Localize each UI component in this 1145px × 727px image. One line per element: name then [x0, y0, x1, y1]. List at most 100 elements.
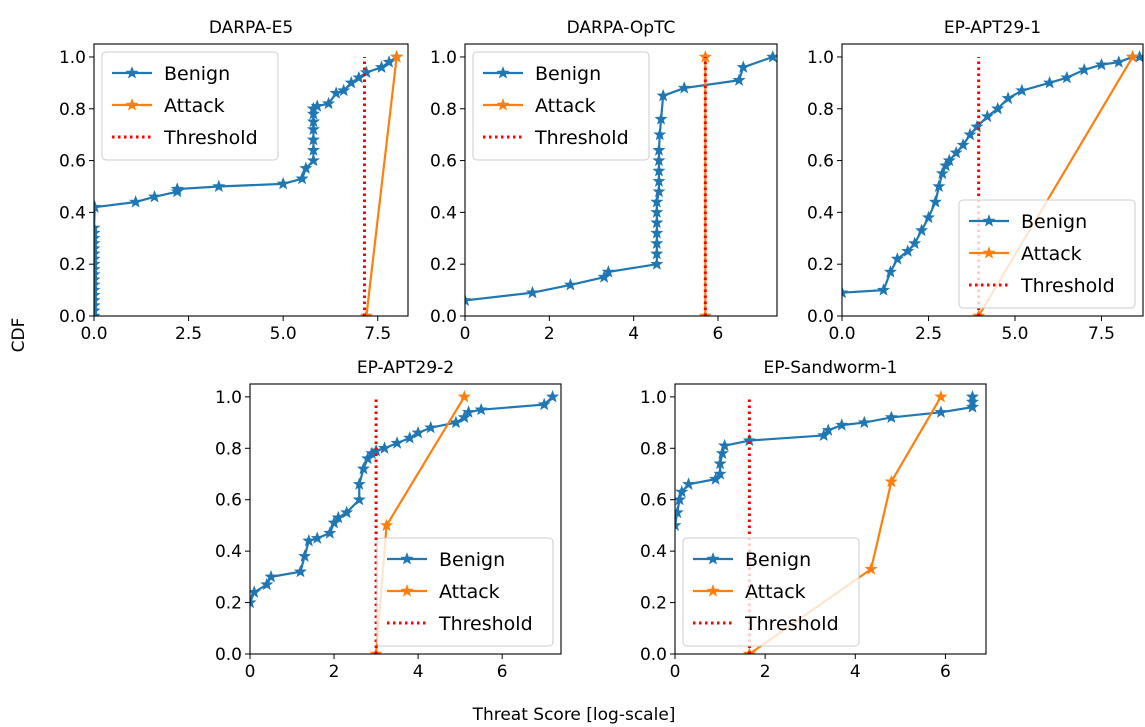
legend-key-attack	[483, 98, 523, 111]
legend-label: Benign	[1021, 211, 1087, 233]
legend-key-benign	[483, 66, 523, 79]
data-point-benign	[835, 418, 849, 431]
data-point-benign	[403, 431, 417, 444]
data-point-benign	[942, 153, 956, 167]
y-tick-label: 0.6	[430, 152, 457, 172]
data-point-benign	[310, 99, 324, 112]
legend: Benign Attack Threshold	[472, 51, 650, 161]
data-point-benign	[1015, 83, 1029, 97]
legend-label: Benign	[535, 63, 601, 85]
data-point-benign	[306, 132, 320, 146]
figure-y-axis-label: CDF	[9, 318, 29, 353]
legend-label: Attack	[1021, 243, 1082, 265]
chart-title: EP-Sandworm-1	[763, 358, 897, 378]
data-point-benign	[965, 400, 979, 413]
y-tick-label: 0.0	[430, 307, 457, 327]
data-point-benign	[682, 477, 696, 490]
data-point-benign	[842, 285, 849, 299]
data-point-benign	[650, 205, 664, 218]
data-point-benign	[299, 161, 313, 174]
data-point-benign	[293, 564, 307, 578]
data-point-benign	[359, 65, 373, 79]
data-point-benign	[276, 177, 290, 190]
legend-key-attack	[693, 584, 733, 597]
data-point-attack	[698, 309, 712, 316]
legend-key-attack	[969, 246, 1009, 259]
data-point-benign	[675, 505, 684, 519]
data-point-benign	[260, 577, 274, 591]
y-tick-label: 0.0	[59, 307, 86, 327]
axes-frame	[249, 383, 562, 655]
y-tick-label: 0.2	[215, 594, 242, 614]
data-point-benign	[361, 451, 375, 465]
data-point-attack	[934, 390, 948, 403]
legend-label: Attack	[745, 581, 806, 603]
data-point-benign	[890, 252, 904, 265]
x-tick-label: 4	[413, 662, 424, 682]
data-point-benign	[650, 215, 664, 229]
data-point-benign	[94, 200, 102, 213]
x-tick-label: 0	[670, 662, 681, 682]
data-point-benign	[356, 462, 370, 475]
data-point-benign	[653, 127, 667, 141]
data-point-benign	[295, 171, 309, 185]
chart-panel-1: DARPA-E5 0.0 2.5 5.0 7.5 0.0 0.2 0.4 0.6 0.8 1.0 Be…	[59, 18, 409, 344]
plot-area	[94, 50, 404, 316]
data-point-benign	[949, 145, 963, 159]
axes-frame	[841, 43, 1144, 317]
data-point-benign	[675, 485, 689, 498]
x-tick-label: 2	[760, 662, 771, 682]
data-point-benign	[148, 189, 162, 203]
data-point-benign	[390, 436, 404, 449]
y-tick-label: 0.4	[807, 203, 834, 223]
data-point-benign	[310, 531, 324, 544]
data-point-benign	[652, 164, 666, 177]
data-point-benign	[857, 415, 871, 429]
data-point-benign	[718, 438, 732, 452]
data-point-benign	[546, 390, 560, 403]
data-point-benign	[963, 127, 977, 141]
data-point-benign	[337, 83, 351, 97]
data-point-benign	[965, 395, 979, 408]
data-point-benign	[306, 107, 320, 120]
axes-frame	[93, 43, 409, 317]
chart-panel-4: EP-APT29-2 0 2 4 6 0.0 0.2 0.4 0.6 0.8 1.0 Benign At…	[215, 358, 562, 682]
data-point-benign	[1060, 70, 1074, 84]
legend-label: Threshold	[1020, 275, 1115, 297]
legend-key-benign	[969, 214, 1009, 227]
data-point-benign	[170, 182, 184, 195]
data-point-benign	[883, 265, 897, 278]
y-tick-label: 0.8	[59, 100, 86, 120]
y-tick-label: 0.2	[430, 255, 457, 275]
legend-key-benign	[387, 552, 427, 565]
data-point-benign	[901, 244, 915, 257]
legend-box	[958, 199, 1136, 309]
data-point-benign	[766, 50, 777, 63]
y-tick-label: 1.0	[807, 48, 834, 68]
x-tick-label: 0.0	[828, 324, 855, 344]
data-point-benign	[1043, 76, 1057, 89]
legend-label: Threshold	[744, 613, 839, 635]
chart-panel-2: DARPA-OpTC 0 2 4 6 0.0 0.2 0.4 0.6 0.8 1.0 Benign At…	[430, 18, 778, 344]
data-point-attack	[457, 390, 471, 403]
y-tick-label: 0.0	[640, 645, 667, 665]
data-point-benign	[340, 505, 354, 519]
data-point-benign	[652, 174, 666, 187]
y-tick-label: 1.0	[640, 388, 667, 408]
y-tick-label: 0.2	[640, 594, 667, 614]
x-tick-label: 5.0	[1001, 324, 1028, 344]
data-point-benign	[424, 420, 438, 434]
data-point-benign	[525, 285, 539, 299]
y-tick-label: 0.0	[215, 645, 242, 665]
data-point-attack	[380, 518, 394, 531]
data-point-attack	[369, 647, 383, 654]
data-point-benign	[934, 405, 948, 418]
legend-label: Benign	[439, 549, 505, 571]
data-point-benign	[298, 549, 312, 562]
data-point-benign	[732, 73, 746, 86]
data-point-benign	[709, 472, 723, 485]
data-point-benign	[369, 444, 383, 457]
data-point-benign	[352, 477, 366, 490]
x-tick-label: 6	[713, 324, 724, 344]
data-point-benign	[656, 88, 670, 102]
